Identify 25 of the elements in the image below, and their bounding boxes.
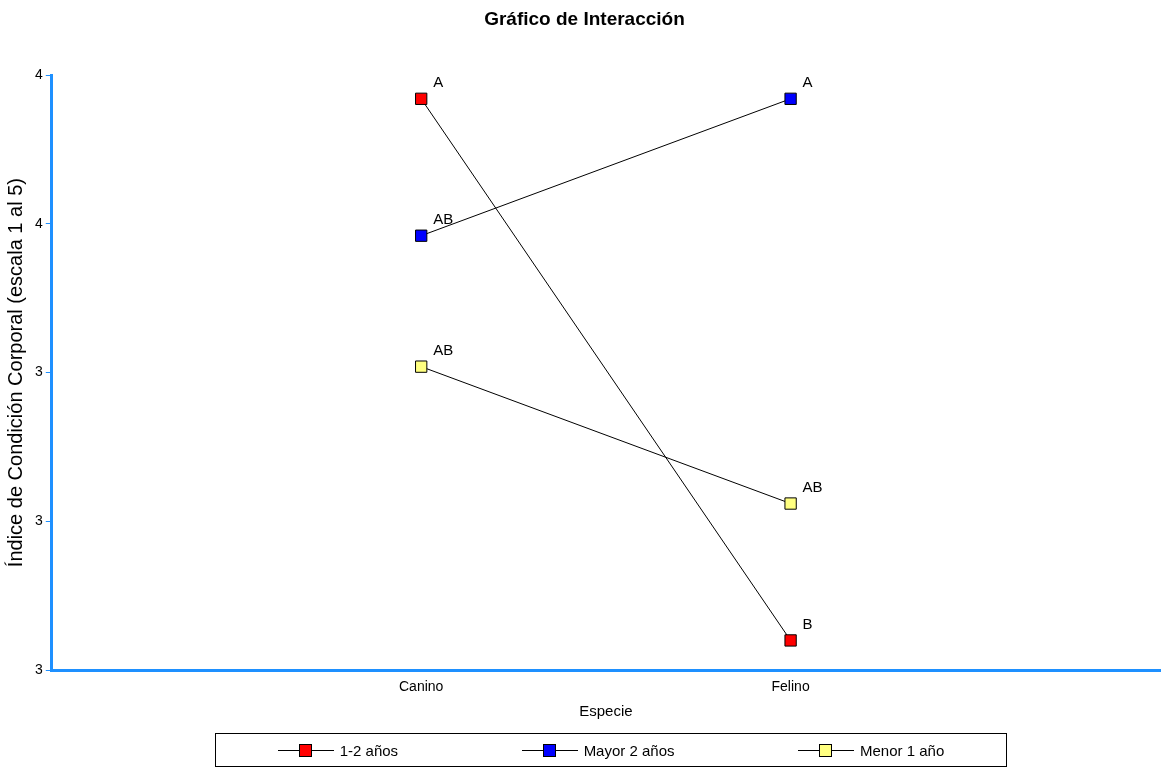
legend-label: Menor 1 año [860, 741, 945, 759]
legend-label: 1-2 años [339, 741, 399, 759]
y-tick-label: 4 [34, 214, 43, 231]
annotation: A [802, 73, 813, 91]
y-axis-title: Índice de Condición Corporal (escala 1 al 5) [3, 178, 26, 568]
point [784, 92, 797, 105]
annotation: AB [802, 478, 823, 496]
y-tick-label: 3 [34, 661, 43, 678]
x-axis-title: Especie [579, 702, 633, 720]
annotation: AB [433, 210, 454, 228]
point [784, 497, 797, 510]
annotation: B [802, 615, 813, 633]
y-tick-label: 3 [34, 512, 43, 529]
annotation: AB [433, 341, 454, 359]
point [415, 229, 428, 242]
chart-title: Gráfico de Interacción [483, 8, 686, 30]
annotation: A [433, 73, 444, 91]
y-tick-label: 4 [34, 65, 43, 82]
y-tick-label: 3 [34, 363, 43, 380]
legend-label: Mayor 2 años [583, 741, 675, 759]
x-tick-label: Canino [399, 678, 444, 695]
point [784, 634, 797, 647]
point [415, 92, 428, 105]
point [415, 360, 428, 373]
x-tick-label: Felino [771, 678, 810, 695]
